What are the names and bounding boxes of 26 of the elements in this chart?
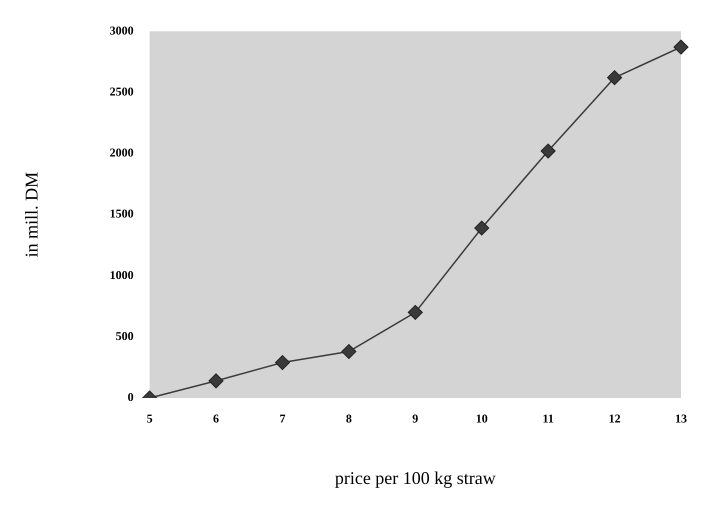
point bbox=[274, 355, 290, 370]
point bbox=[341, 344, 356, 360]
y-tick-label: 3000 bbox=[110, 23, 134, 38]
x-tick-label: 10 bbox=[476, 411, 488, 426]
y-tick-label: 0 bbox=[128, 390, 134, 404]
y-tick-label: 500 bbox=[116, 328, 134, 343]
x-tick-label: 5 bbox=[146, 411, 153, 426]
point bbox=[540, 144, 556, 159]
y-tick-label: 2000 bbox=[110, 146, 134, 160]
x-tick-label: 13 bbox=[675, 411, 687, 426]
point bbox=[607, 70, 622, 86]
y-tick-label: 1000 bbox=[110, 268, 134, 282]
x-tick-label: 7 bbox=[279, 411, 286, 426]
y-tick-label: 1500 bbox=[110, 206, 134, 221]
x-axis-title: price per 100 kg straw bbox=[334, 468, 496, 488]
point bbox=[474, 220, 490, 236]
x-tick-label: 9 bbox=[412, 411, 418, 426]
point bbox=[674, 40, 688, 55]
y-axis-title: in mill. DM bbox=[22, 172, 42, 258]
x-tick-label: 11 bbox=[542, 411, 554, 426]
x-tick-label: 8 bbox=[346, 411, 352, 426]
x-tick-label: 6 bbox=[213, 411, 220, 426]
x-tick-label: 12 bbox=[608, 411, 621, 426]
point bbox=[408, 304, 423, 320]
y-tick-label: 2500 bbox=[110, 84, 134, 98]
point bbox=[208, 373, 224, 388]
